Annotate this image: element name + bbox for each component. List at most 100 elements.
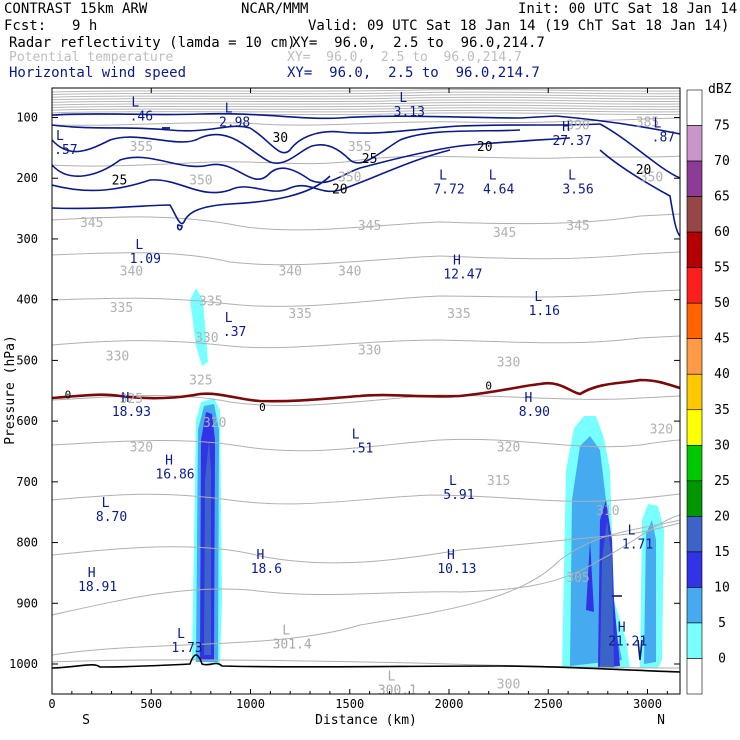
colorbar-swatch bbox=[686, 444, 703, 482]
extremum-marker: H bbox=[562, 120, 570, 135]
theta-label: 330 bbox=[106, 349, 129, 364]
fcst-label: Fcst: bbox=[4, 18, 47, 34]
extremum-marker: L bbox=[225, 311, 233, 326]
colorbar-swatch bbox=[686, 231, 703, 268]
colorbar-label: 25 bbox=[714, 474, 730, 489]
theta-contour bbox=[52, 522, 680, 564]
theta-contour-dense bbox=[52, 104, 680, 109]
theta-label: 390 bbox=[566, 119, 589, 134]
colorbar-label: 10 bbox=[714, 580, 730, 595]
extremum-marker: L bbox=[534, 290, 542, 305]
field-reflectivity-xy: XY= 96.0, 2.5 to 96.0,214.7 bbox=[292, 35, 545, 51]
extremum-value: .46 bbox=[130, 109, 153, 124]
y-tick-label: 800 bbox=[16, 536, 38, 550]
theta-label: 320 bbox=[497, 440, 520, 455]
reflectivity-cell bbox=[644, 520, 656, 664]
extremum-value: 3.13 bbox=[394, 105, 425, 120]
colorbar-swatch bbox=[686, 658, 703, 695]
wind-contours bbox=[52, 112, 680, 673]
theta-label: 335 bbox=[288, 307, 311, 322]
theta-contour bbox=[52, 289, 680, 307]
theta-contour-dense bbox=[52, 101, 680, 106]
field-theta-xy: XY= 96.0, 2.5 to 96.0,214.7 bbox=[287, 50, 522, 65]
y-tick-label: 400 bbox=[16, 293, 38, 307]
theta-label: 340 bbox=[120, 264, 143, 279]
extremum-marker: H bbox=[165, 454, 173, 469]
extremum-marker: L bbox=[399, 91, 407, 106]
field-wind-name: Horizontal wind speed bbox=[9, 65, 187, 81]
extremum-marker: L bbox=[225, 102, 233, 117]
theta-label: 325 bbox=[120, 392, 143, 407]
extremum-marker: H bbox=[121, 391, 129, 406]
colorbar-swatch bbox=[686, 125, 703, 162]
extremum-value: 300.1 bbox=[378, 683, 417, 698]
extremum-value: 10.13 bbox=[437, 562, 476, 577]
extremum-value: 2.98 bbox=[219, 116, 250, 131]
freezing-level-contour bbox=[52, 378, 680, 403]
wind-contour bbox=[52, 123, 601, 154]
colorbar-swatch bbox=[686, 587, 703, 624]
y-tick-label: 500 bbox=[16, 353, 38, 367]
extremum-marker: H bbox=[453, 253, 461, 268]
extremum-value: 18.93 bbox=[112, 405, 151, 420]
extremum-marker: L bbox=[56, 129, 64, 144]
colorbar-swatch bbox=[686, 409, 703, 446]
wind-contour-label: 20 bbox=[636, 163, 652, 178]
extremum-value: 3.56 bbox=[562, 182, 593, 197]
theta-label: 385 bbox=[636, 116, 659, 131]
colorbar-label: 20 bbox=[714, 509, 730, 524]
colorbar-swatch bbox=[686, 338, 703, 375]
theta-label: 305 bbox=[566, 571, 589, 586]
theta-label: 320 bbox=[130, 440, 153, 455]
theta-label: 320 bbox=[650, 422, 673, 437]
theta-contour-dense bbox=[52, 109, 680, 114]
field-reflectivity-name: Radar reflectivity (lamda = 10 cm) bbox=[9, 35, 296, 51]
plot-frame bbox=[51, 87, 681, 695]
extremum-marker: L bbox=[177, 627, 185, 642]
theta-label: 345 bbox=[493, 226, 516, 241]
x-tick-label: 0 bbox=[48, 697, 55, 711]
axes: 0 500 1000 1500 2000 2500 30001002003004005006… bbox=[9, 88, 680, 711]
colorbar-swatch bbox=[686, 480, 703, 517]
theta-contour-dense bbox=[52, 88, 680, 93]
field-theta-name: Potential temperature bbox=[9, 50, 174, 65]
extremum-value: 7.72 bbox=[433, 182, 464, 197]
north-end-label: N bbox=[657, 713, 665, 728]
extremum-value: 18.6 bbox=[251, 562, 282, 577]
extremum-value: 1.73 bbox=[171, 641, 202, 656]
reflectivity-cell bbox=[190, 288, 208, 366]
y-tick-label: 1000 bbox=[9, 657, 38, 671]
colorbar-unit: dBZ bbox=[708, 82, 732, 97]
wind-contour bbox=[52, 137, 571, 184]
center-label: NCAR/MMM bbox=[241, 1, 309, 17]
y-tick-label: 700 bbox=[16, 475, 38, 489]
extremum-value: 21.21 bbox=[608, 635, 647, 650]
extremum-marker: L bbox=[439, 168, 447, 183]
contour-labels: 390 385 355 355 350 350 350 345 345 345 345 340 340 3… bbox=[54, 91, 675, 698]
theta-label: 335 bbox=[447, 307, 470, 322]
reflectivity-cell bbox=[586, 540, 594, 612]
theta-label: 315 bbox=[487, 474, 510, 489]
extremum-value: .51 bbox=[350, 442, 373, 457]
extremum-marker: H bbox=[88, 566, 96, 581]
theta-contours bbox=[52, 88, 680, 669]
theta-label: 335 bbox=[199, 295, 222, 310]
colorbar-label: 15 bbox=[714, 545, 730, 560]
theta-label: 345 bbox=[358, 219, 381, 234]
extremum-value: 8.90 bbox=[519, 405, 550, 420]
extremum-value: 16.86 bbox=[155, 468, 194, 483]
theta-contour bbox=[52, 493, 680, 505]
extremum-marker: L bbox=[131, 95, 139, 110]
theta-label: 300 bbox=[497, 677, 520, 692]
theta-contour-dense bbox=[52, 99, 680, 103]
colorbar-swatch bbox=[686, 267, 703, 304]
colorbar-label: 60 bbox=[714, 225, 730, 240]
y-axis-label: Pressure (hPa) bbox=[3, 335, 18, 445]
theta-contour-dense bbox=[52, 107, 680, 111]
wind-contour-label: 30 bbox=[272, 131, 288, 146]
theta-contour bbox=[52, 394, 680, 407]
terrain-line bbox=[52, 654, 680, 673]
wind-contour-label: 20 bbox=[332, 182, 348, 197]
wind-contour-label: 25 bbox=[362, 152, 378, 167]
